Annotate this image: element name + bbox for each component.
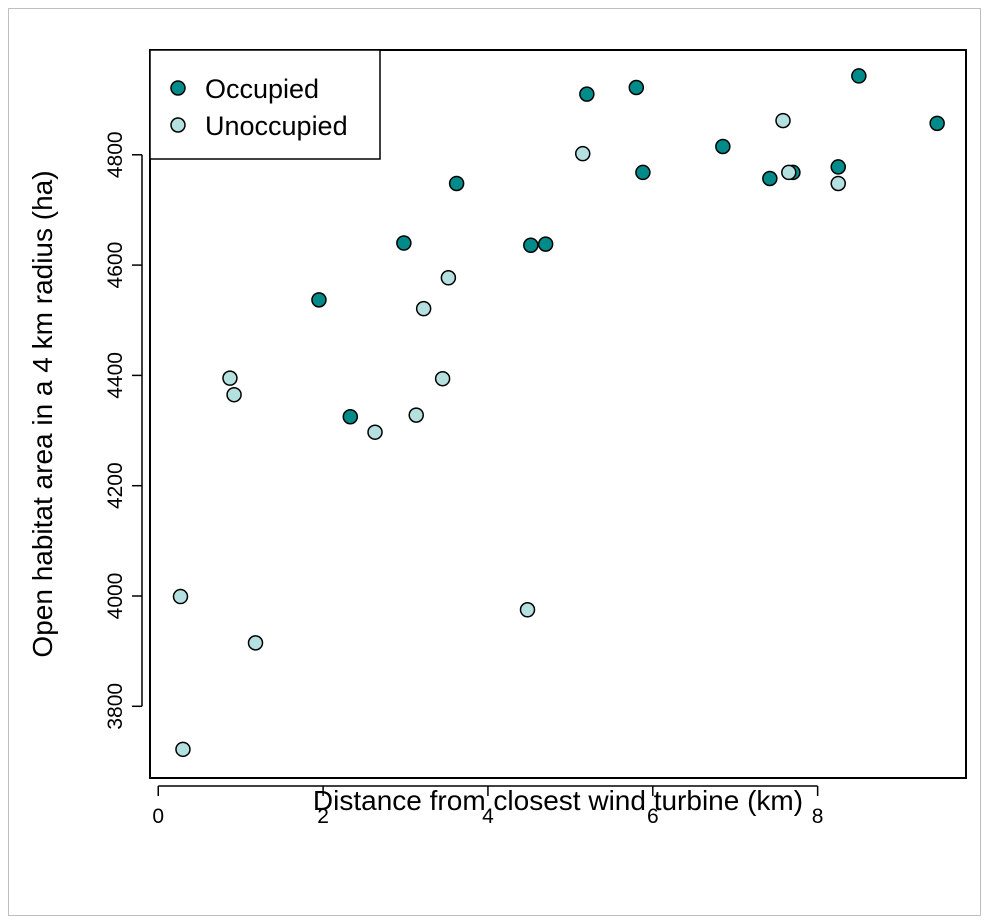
point-unoccupied (172, 588, 189, 605)
series-unoccupied (172, 112, 846, 758)
point-unoccupied (222, 370, 238, 386)
legend-label-occupied: Occupied (205, 74, 319, 104)
figure-frame (8, 8, 981, 916)
y-tick-label: 4000 (104, 573, 127, 620)
point-occupied (635, 164, 651, 181)
point-unoccupied (434, 370, 451, 387)
point-occupied (762, 170, 778, 187)
legend: Occupied Unoccupied (149, 49, 381, 160)
legend-marker-unoccupied (170, 117, 186, 133)
plot-area-border (149, 49, 967, 779)
point-unoccupied (440, 270, 457, 286)
y-tick-label: 4800 (104, 131, 127, 178)
point-unoccupied (175, 741, 191, 758)
point-unoccupied (367, 424, 383, 440)
point-occupied (342, 409, 359, 425)
point-occupied (579, 86, 595, 102)
point-occupied (448, 175, 465, 192)
point-unoccupied (408, 407, 424, 423)
x-tick-label: 6 (647, 805, 659, 828)
y-tick-label: 3800 (104, 683, 127, 730)
point-unoccupied (247, 635, 264, 651)
point-unoccupied (226, 386, 242, 403)
x-axis-title: Distance from closest wind turbine (km) (313, 785, 803, 816)
point-unoccupied (781, 164, 797, 181)
x-tick-label: 0 (152, 805, 164, 828)
point-occupied (523, 237, 539, 253)
point-occupied (929, 115, 945, 132)
y-axis-title: Open habitat area in a 4 km radius (ha) (27, 170, 58, 657)
point-occupied (537, 236, 554, 252)
y-tick-label: 4600 (104, 242, 127, 289)
point-occupied (311, 292, 327, 308)
point-unoccupied (415, 300, 432, 317)
x-tick-label: 8 (812, 805, 824, 828)
chart-marks (172, 68, 945, 758)
point-unoccupied (775, 112, 791, 129)
legend-label-unoccupied: Unoccupied (205, 111, 348, 141)
point-unoccupied (574, 145, 591, 162)
x-tick-label: 2 (317, 805, 329, 828)
legend-marker-occupied (170, 80, 186, 96)
y-tick-label: 4200 (104, 462, 127, 509)
point-occupied (628, 79, 645, 96)
point-occupied (715, 138, 731, 155)
point-unoccupied (519, 602, 536, 618)
x-axis: 0 2 4 6 8 (152, 785, 824, 828)
point-occupied (830, 159, 846, 175)
series-occupied (311, 68, 945, 425)
y-tick-label: 4400 (104, 352, 127, 399)
point-occupied (851, 68, 867, 84)
point-unoccupied (830, 175, 846, 192)
legend-box (149, 49, 381, 160)
y-axis: 3800 4000 4200 4400 4600 4800 (104, 131, 143, 730)
x-tick-label: 4 (482, 805, 494, 828)
point-occupied (396, 235, 412, 251)
